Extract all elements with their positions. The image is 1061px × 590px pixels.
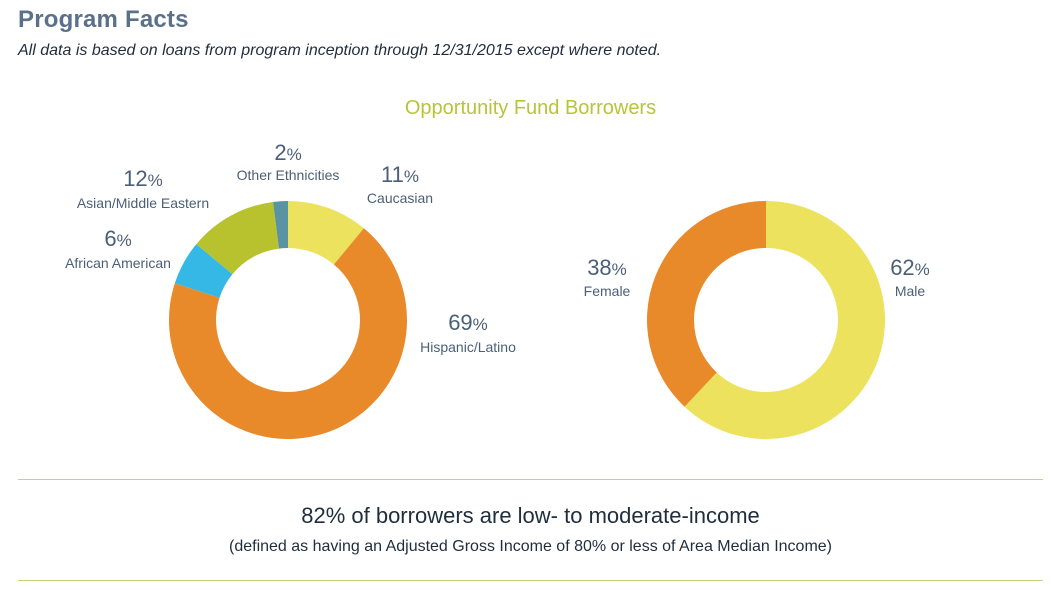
- charts-canvas: 11% Caucasian 69% Hispanic/Latino 6% African …: [65, 140, 930, 439]
- slice-asian-middle-eastern: [196, 201, 279, 275]
- divider-top: [18, 479, 1043, 480]
- slice-label-hispanic-latino: Hispanic/Latino: [420, 339, 516, 355]
- slice-value-asian-middle-eastern: 12%: [123, 166, 163, 191]
- ethnicity-donut: 11% Caucasian 69% Hispanic/Latino 6% African …: [65, 140, 516, 439]
- slice-other-ethnicities: [273, 201, 288, 249]
- page-subtitle: All data is based on loans from program …: [18, 42, 662, 59]
- slice-value-other-ethnicities: 2%: [274, 140, 301, 165]
- slice-label-male: Male: [895, 283, 926, 299]
- page-title: Program Facts: [18, 6, 189, 33]
- slice-value-african-american: 6%: [104, 226, 131, 251]
- slice-caucasian: [288, 201, 364, 265]
- slice-hispanic-latino: [169, 228, 408, 439]
- income-statement: 82% of borrowers are low- to moderate-in…: [301, 503, 760, 528]
- section-title: Opportunity Fund Borrowers: [404, 97, 657, 119]
- slice-african-american: [174, 244, 233, 298]
- divider-bottom: [18, 580, 1043, 581]
- slice-label-asian-middle-eastern: Asian/Middle Eastern: [77, 195, 209, 211]
- gender-donut: 62% Male 38% Female: [584, 201, 930, 439]
- income-definition: (defined as having an Adjusted Gross Inc…: [229, 538, 832, 555]
- slice-female: [647, 201, 766, 407]
- slice-label-caucasian: Caucasian: [367, 190, 433, 206]
- slice-label-other-ethnicities: Other Ethnicities: [237, 167, 340, 183]
- slice-value-male: 62%: [890, 255, 930, 280]
- slice-label-african-american: African American: [65, 255, 171, 271]
- slice-male: [684, 201, 886, 439]
- slice-value-hispanic-latino: 69%: [448, 310, 488, 335]
- slice-value-caucasian: 11%: [381, 162, 419, 187]
- slice-value-female: 38%: [587, 255, 627, 280]
- slice-label-female: Female: [584, 283, 631, 299]
